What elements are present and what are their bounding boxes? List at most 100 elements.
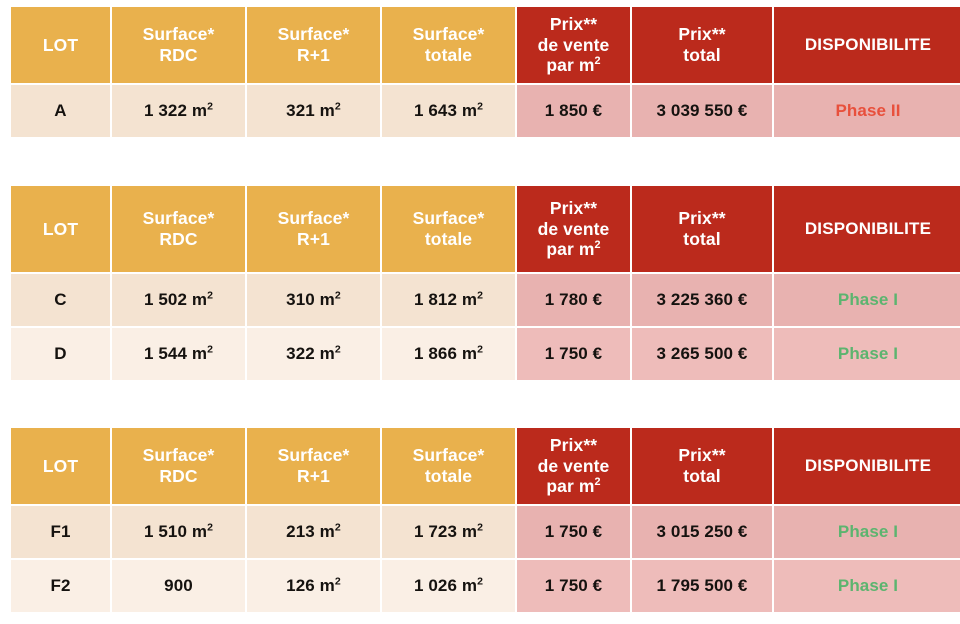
superscript-two: 2 [477,289,484,302]
table-row: F2 900 126 m2 1 026 m2 1 750 € 1 795 500… [11,560,960,612]
value: 310 m [286,290,335,309]
cell-lot: A [11,85,110,137]
column-header-surface-r1: Surface* R+1 [247,186,380,272]
column-header-line-2: de vente [537,455,610,476]
superscript-two: 2 [477,100,484,113]
value: 126 m [286,576,335,595]
column-header-line-1: Prix** [549,435,598,456]
cell-disponibilite: Phase I [774,274,960,326]
column-header-line-1: Prix** [549,14,598,35]
column-header-disponibilite: DISPONIBILITE [774,186,960,272]
column-header-line-1: Surface* [277,445,350,466]
column-header-surface-totale: Surface* totale [382,7,515,83]
column-header-line-1: Surface* [142,208,215,229]
column-header-line-2: R+1 [297,45,330,65]
lot-table-f: LOT Surface* RDC Surface* R+1 Surface* t… [9,426,960,614]
value: 213 m [286,522,335,541]
cell-lot: C [11,274,110,326]
column-header-surface-totale: Surface* totale [382,428,515,504]
column-header-surface-r1: Surface* R+1 [247,7,380,83]
superscript-two: 2 [334,343,341,356]
lot-table-a: LOT Surface* RDC Surface* R+1 Surface* t… [9,5,960,139]
cell-surface-rdc: 1 322 m2 [112,85,245,137]
column-header-line-3: par m [546,476,595,497]
cell-surface-r1: 126 m2 [247,560,380,612]
column-header-line-2: de vente [537,218,610,239]
column-header-line-1: Prix** [678,445,726,466]
column-header-line-2: R+1 [297,466,330,486]
column-header-line-2: RDC [159,466,198,486]
cell-disponibilite: Phase I [774,328,960,380]
column-header-prix-total: Prix** total [632,428,772,504]
column-header-lot: LOT [11,428,110,504]
table-row: C 1 502 m2 310 m2 1 812 m2 1 780 € 3 225… [11,274,960,326]
cell-prix-total: 3 225 360 € [632,274,772,326]
column-header-lot: LOT [11,7,110,83]
cell-prix-unitaire: 1 750 € [517,506,630,558]
superscript-two: 2 [477,521,484,534]
value: 1 812 m [413,290,478,309]
column-header-surface-r1: Surface* R+1 [247,428,380,504]
column-header-prix-unitaire: Prix** de vente par m2 [517,186,630,272]
superscript-two: 2 [594,476,601,489]
column-header-line-2: totale [424,466,473,486]
superscript-two: 2 [477,575,484,588]
value: 1 502 m [143,290,208,309]
cell-prix-unitaire: 1 750 € [517,328,630,380]
value: 1 026 m [413,576,478,595]
value: 1 723 m [413,522,478,541]
column-header-surface-rdc: Surface* RDC [112,7,245,83]
table-spacer [9,139,950,184]
cell-surface-totale: 1 866 m2 [382,328,515,380]
column-header-line-2: RDC [159,45,198,65]
column-header-line-1: Surface* [142,445,215,466]
column-header-line-1: Prix** [549,198,598,219]
cell-surface-totale: 1 643 m2 [382,85,515,137]
status-badge: Phase I [837,290,899,309]
table-row: F1 1 510 m2 213 m2 1 723 m2 1 750 € 3 01… [11,506,960,558]
column-header-surface-rdc: Surface* RDC [112,186,245,272]
value: 1 510 m [143,522,208,541]
superscript-two: 2 [207,289,214,302]
cell-surface-rdc: 1 510 m2 [112,506,245,558]
column-header-surface-totale: Surface* totale [382,186,515,272]
superscript-two: 2 [334,100,341,113]
column-header-line-2: total [683,45,721,65]
table-row: A 1 322 m2 321 m2 1 643 m2 1 850 € 3 039… [11,85,960,137]
superscript-two: 2 [334,575,341,588]
column-header-line-1: Surface* [277,208,350,229]
column-header-prix-unitaire: Prix** de vente par m2 [517,7,630,83]
column-header-line-2: total [683,466,721,486]
cell-disponibilite: Phase I [774,506,960,558]
cell-surface-r1: 310 m2 [247,274,380,326]
column-header-surface-rdc: Surface* RDC [112,428,245,504]
column-header-line-2: de vente [537,34,610,55]
status-badge: Phase I [837,576,899,595]
cell-disponibilite: Phase I [774,560,960,612]
superscript-two: 2 [334,521,341,534]
cell-lot: D [11,328,110,380]
column-header-lot: LOT [11,186,110,272]
cell-surface-r1: 321 m2 [247,85,380,137]
column-header-line-2: total [683,229,721,249]
value: 1 322 m [143,101,208,120]
cell-surface-rdc: 1 502 m2 [112,274,245,326]
value: 900 [164,576,193,595]
lot-table-cd: LOT Surface* RDC Surface* R+1 Surface* t… [9,184,960,382]
cell-surface-r1: 213 m2 [247,506,380,558]
cell-surface-r1: 322 m2 [247,328,380,380]
column-header-line-1: Surface* [412,208,485,229]
cell-prix-unitaire: 1 780 € [517,274,630,326]
cell-surface-rdc: 900 [112,560,245,612]
column-header-prix-total: Prix** total [632,7,772,83]
cell-surface-totale: 1 026 m2 [382,560,515,612]
cell-disponibilite: Phase II [774,85,960,137]
cell-lot: F2 [11,560,110,612]
superscript-two: 2 [594,239,601,252]
cell-lot: F1 [11,506,110,558]
superscript-two: 2 [207,100,214,113]
table-header-row: LOT Surface* RDC Surface* R+1 Surface* t… [11,186,960,272]
column-header-disponibilite: DISPONIBILITE [774,428,960,504]
column-header-line-2: totale [424,229,473,249]
cell-prix-total: 3 015 250 € [632,506,772,558]
